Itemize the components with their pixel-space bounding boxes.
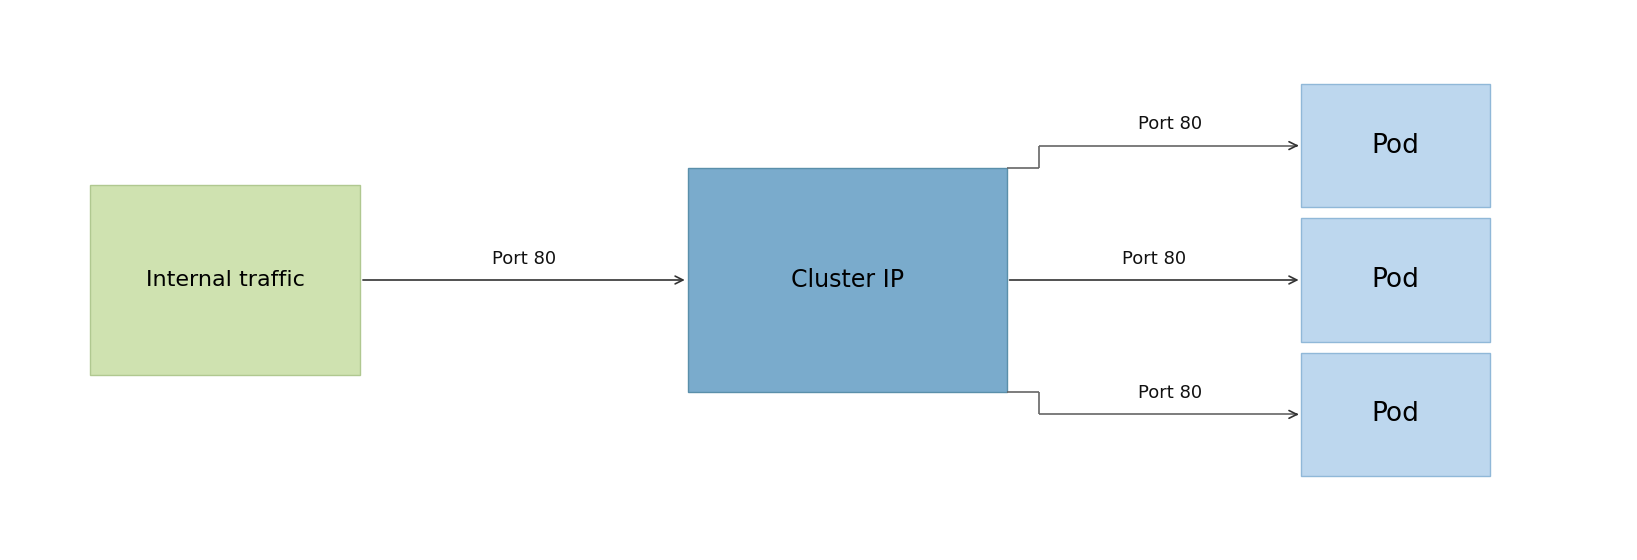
Text: Pod: Pod: [1372, 267, 1419, 293]
Text: Port 80: Port 80: [491, 250, 557, 268]
Text: Port 80: Port 80: [1121, 250, 1187, 268]
FancyBboxPatch shape: [1301, 353, 1490, 476]
Text: Port 80: Port 80: [1138, 115, 1203, 133]
Text: Port 80: Port 80: [1138, 384, 1203, 402]
Text: Internal traffic: Internal traffic: [146, 270, 304, 290]
FancyBboxPatch shape: [1301, 84, 1490, 207]
Text: Pod: Pod: [1372, 133, 1419, 158]
Text: Pod: Pod: [1372, 402, 1419, 427]
FancyBboxPatch shape: [1301, 218, 1490, 342]
FancyBboxPatch shape: [90, 185, 360, 375]
FancyBboxPatch shape: [688, 168, 1007, 392]
Text: Cluster IP: Cluster IP: [791, 268, 904, 292]
